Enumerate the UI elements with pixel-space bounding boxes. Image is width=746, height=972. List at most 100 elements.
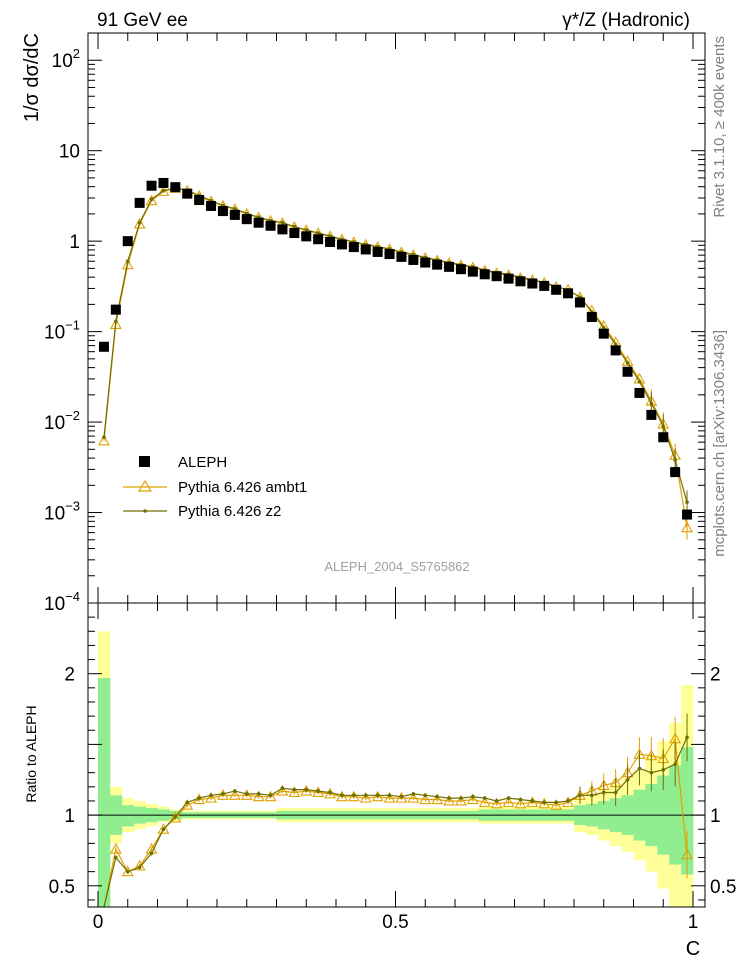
ratio-point-z2 bbox=[518, 797, 523, 802]
ratio-point-z2 bbox=[625, 777, 630, 782]
inner-uncertainty-band bbox=[121, 805, 135, 827]
ratio-point-z2 bbox=[304, 787, 309, 792]
ratio-point-z2 bbox=[173, 814, 178, 819]
main-point-aleph bbox=[384, 249, 395, 260]
ratio-point-ambt1 bbox=[514, 797, 527, 809]
main-point-aleph bbox=[622, 366, 633, 377]
main-point-aleph bbox=[301, 231, 312, 242]
main-point-aleph bbox=[408, 254, 419, 265]
ratio-point-z2 bbox=[197, 796, 201, 800]
ratio-point-ambt1 bbox=[431, 793, 444, 805]
ratio-point-ambt1 bbox=[205, 791, 217, 803]
ratio-point-ambt1 bbox=[538, 797, 551, 809]
ratio-point-z2 bbox=[233, 789, 237, 793]
main-point-aleph bbox=[682, 509, 693, 520]
ratio-point-z2 bbox=[292, 787, 297, 792]
ratio-point-ambt1 bbox=[217, 789, 229, 800]
ratio-point-z2 bbox=[649, 770, 654, 775]
ratio-point-ambt1 bbox=[169, 811, 182, 823]
ratio-point-ambt1 bbox=[347, 790, 360, 802]
main-y-tick-label: 10−2 bbox=[44, 408, 80, 434]
main-point-z2 bbox=[685, 500, 689, 505]
main-point-aleph bbox=[110, 304, 121, 315]
main-point-z2 bbox=[280, 220, 285, 225]
main-point-aleph bbox=[658, 432, 669, 443]
main-point-aleph bbox=[432, 259, 443, 270]
ratio-point-ambt1 bbox=[490, 797, 503, 809]
ratio-point-ambt1 bbox=[288, 786, 301, 798]
main-point-ambt1 bbox=[621, 355, 634, 366]
ratio-point-ambt1 bbox=[550, 799, 563, 810]
ratio-point-ambt1 bbox=[240, 789, 253, 800]
ratio-point-z2 bbox=[673, 762, 677, 766]
ratio-point-z2 bbox=[340, 793, 344, 798]
ratio-point-ambt1 bbox=[395, 791, 408, 803]
ratio-y-tick-label-right: 2 bbox=[710, 665, 721, 686]
main-point-z2 bbox=[625, 361, 630, 365]
ratio-point-z2 bbox=[185, 800, 190, 805]
main-point-z2 bbox=[649, 401, 654, 406]
main-x-ticks bbox=[97, 33, 694, 603]
main-point-aleph bbox=[122, 236, 133, 247]
ratio-point-z2 bbox=[530, 799, 535, 803]
ratio-point-z2 bbox=[482, 796, 487, 800]
inner-uncertainty-band bbox=[681, 747, 694, 875]
ratio-point-ambt1 bbox=[300, 784, 313, 796]
ratio-point-ambt1 bbox=[228, 789, 241, 800]
ratio-point-ambt1 bbox=[681, 848, 693, 860]
main-point-ambt1 bbox=[109, 318, 122, 330]
ratio-point-z2 bbox=[221, 792, 225, 796]
ratio-point-ambt1 bbox=[502, 796, 515, 807]
ratio-point-z2 bbox=[601, 790, 606, 795]
main-point-aleph bbox=[515, 276, 526, 287]
main-point-aleph bbox=[527, 278, 538, 289]
ratio-point-z2 bbox=[447, 796, 451, 800]
main-point-aleph bbox=[325, 236, 336, 247]
x-tick-label: 1 bbox=[688, 912, 699, 933]
main-point-aleph bbox=[396, 251, 407, 262]
ratio-point-ambt1 bbox=[336, 790, 348, 802]
ratio-point-ambt1 bbox=[419, 793, 432, 805]
main-point-ambt1 bbox=[121, 258, 134, 270]
main-y-tick-label: 10−4 bbox=[44, 589, 80, 615]
main-point-aleph bbox=[289, 228, 300, 239]
main-point-aleph bbox=[146, 180, 157, 191]
main-point-ambt1 bbox=[133, 217, 146, 229]
header-left-label: 91 GeV ee bbox=[97, 10, 188, 31]
main-point-z2 bbox=[102, 435, 106, 440]
ratio-point-ambt1 bbox=[252, 790, 265, 802]
main-point-aleph bbox=[479, 269, 490, 280]
ratio-point-z2 bbox=[375, 793, 380, 798]
ratio-point-z2 bbox=[352, 793, 356, 798]
ratio-point-z2 bbox=[114, 855, 118, 860]
main-point-aleph bbox=[455, 264, 466, 275]
main-point-aleph bbox=[253, 217, 264, 228]
main-point-z2 bbox=[673, 458, 677, 462]
ratio-y-tick-label-right: 1 bbox=[710, 806, 721, 827]
ratio-point-z2 bbox=[423, 793, 428, 798]
ratio-y-axis-label: Ratio to ALEPH bbox=[23, 705, 39, 802]
legend-entry-aleph: ALEPH bbox=[139, 454, 227, 471]
legend-label-aleph: ALEPH bbox=[178, 454, 227, 471]
main-point-z2 bbox=[661, 424, 666, 429]
main-line-ambt1 bbox=[103, 187, 688, 528]
ratio-panel: 0.5 0.51 12 2 0 0.5 1 Ratio to ALEPH C bbox=[23, 602, 736, 960]
ratio-point-z2 bbox=[459, 796, 463, 800]
ratio-x-axis: 0 0.5 1 bbox=[93, 603, 699, 933]
main-point-aleph bbox=[360, 244, 371, 255]
analysis-id-label: ALEPH_2004_S5765862 bbox=[324, 559, 469, 574]
main-point-aleph bbox=[646, 409, 657, 420]
ratio-point-ambt1 bbox=[157, 823, 170, 834]
main-point-aleph bbox=[503, 273, 514, 284]
ratio-point-z2 bbox=[256, 792, 261, 796]
ratio-point-ambt1 bbox=[466, 793, 479, 805]
ratio-point-z2 bbox=[494, 799, 499, 803]
x-tick-label: 0 bbox=[93, 912, 104, 933]
main-y-tick-label: 1 bbox=[69, 232, 80, 253]
legend-label-ambt1: Pythia 6.426 ambt1 bbox=[178, 479, 307, 496]
inner-uncertainty-band bbox=[98, 677, 111, 907]
main-point-aleph bbox=[265, 220, 276, 231]
ratio-point-z2 bbox=[209, 793, 213, 798]
main-point-aleph bbox=[336, 239, 347, 250]
ratio-plot-layer bbox=[88, 631, 705, 908]
